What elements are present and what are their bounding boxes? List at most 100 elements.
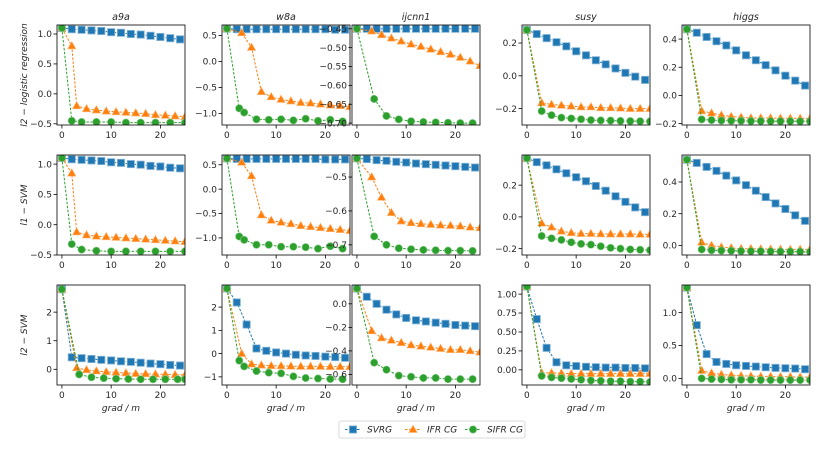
- data-point-sifr-cg: [746, 117, 755, 125]
- y-tick-label: 1.0: [38, 30, 53, 40]
- data-point-ifr-cg: [305, 98, 316, 107]
- y-tick-label: −0.4: [325, 347, 347, 357]
- x-tick-label: 0: [354, 391, 360, 401]
- data-point-svrg: [791, 364, 800, 373]
- data-point-sifr-cg: [92, 246, 101, 255]
- data-point-ifr-cg: [111, 106, 121, 116]
- subplot-ijcnn1: 0 10 20 −0.70 −0.65 −0.60 −0.55 −0.50 −0.45 ijcnn…: [319, 12, 481, 141]
- data-point-svrg: [761, 363, 770, 372]
- data-point-svrg: [641, 208, 650, 217]
- data-point-sifr-cg: [222, 155, 231, 163]
- data-point-svrg: [631, 363, 640, 372]
- subplot-r2c3: 0 10 20 0.00 0.25 0.50 0.75 1.00 grad / m: [497, 284, 651, 414]
- y-tick-label: −0.5: [195, 84, 217, 94]
- plot-area: [352, 25, 480, 125]
- data-point-svrg: [166, 34, 175, 43]
- plot-area: [522, 285, 650, 385]
- data-point-ifr-cg: [366, 26, 377, 35]
- data-point-svrg: [591, 181, 600, 190]
- data-point-svrg: [262, 25, 271, 34]
- data-point-sifr-cg: [557, 235, 566, 244]
- x-tick-label: 10: [730, 261, 742, 271]
- data-point-ifr-cg: [406, 339, 416, 349]
- x-tick-label: 20: [780, 391, 792, 401]
- plot-area: [682, 155, 810, 255]
- data-point-ifr-cg: [71, 100, 82, 110]
- data-point-sifr-cg: [419, 245, 428, 254]
- data-point-ifr-cg: [71, 362, 82, 372]
- data-point-sifr-cg: [443, 246, 452, 255]
- data-point-svrg: [146, 359, 155, 368]
- x-tick-label: 20: [620, 391, 632, 401]
- data-point-sifr-cg: [606, 116, 615, 125]
- data-point-svrg: [712, 166, 721, 175]
- data-point-ifr-cg: [305, 221, 316, 231]
- data-point-sifr-cg: [338, 117, 347, 125]
- data-point-svrg: [146, 31, 155, 40]
- data-point-ifr-cg: [455, 344, 466, 354]
- data-point-ifr-cg: [315, 99, 326, 108]
- data-point-svrg: [601, 60, 610, 69]
- series-line-ifr-cg: [226, 157, 350, 232]
- data-point-ifr-cg: [635, 103, 645, 112]
- data-point-svrg: [421, 317, 430, 326]
- x-tick-label: 20: [155, 391, 167, 401]
- plot-area: [222, 25, 350, 125]
- data-point-sifr-cg: [737, 247, 746, 255]
- y-tick-label: 2: [46, 308, 52, 318]
- data-point-sifr-cg: [547, 373, 556, 382]
- data-point-svrg: [126, 160, 135, 169]
- data-point-sifr-cg: [394, 115, 403, 124]
- y-tick-label: 0.0: [503, 213, 518, 223]
- axes-frame: [521, 154, 651, 256]
- data-point-sifr-cg: [717, 116, 726, 125]
- data-point-svrg: [97, 26, 106, 35]
- x-tick-label: 20: [780, 131, 792, 141]
- series-line-sifr-cg: [356, 158, 473, 252]
- data-point-svrg: [621, 197, 630, 206]
- data-point-sifr-cg: [149, 375, 158, 384]
- data-point-ifr-cg: [396, 36, 406, 45]
- data-point-svrg: [311, 155, 320, 163]
- data-point-svrg: [311, 351, 320, 360]
- data-point-svrg: [742, 51, 751, 60]
- data-point-ifr-cg: [160, 110, 171, 119]
- y-tick-label: −0.2: [655, 120, 677, 130]
- data-point-ifr-cg: [121, 233, 131, 242]
- data-point-ifr-cg: [81, 103, 92, 113]
- data-point-ifr-cg: [605, 102, 616, 112]
- data-point-sifr-cg: [67, 240, 76, 249]
- data-point-sifr-cg: [697, 115, 706, 124]
- data-point-svrg: [722, 41, 731, 50]
- data-point-svrg: [372, 299, 381, 308]
- data-point-svrg: [562, 169, 571, 178]
- data-point-svrg: [431, 25, 440, 33]
- axes-frame: [56, 24, 186, 126]
- data-point-ifr-cg: [605, 368, 616, 377]
- axes-frame: [221, 284, 351, 386]
- data-point-svrg: [331, 155, 340, 164]
- data-point-ifr-cg: [296, 361, 306, 370]
- plot-area: [522, 155, 650, 255]
- data-point-sifr-cg: [240, 108, 249, 117]
- subplot-r1c0: 0 10 20 −0.5 0.0 0.5 1.0 l1 − SVM: [20, 154, 186, 271]
- data-point-sifr-cg: [596, 116, 605, 125]
- y-tick-label: −0.6: [325, 207, 347, 217]
- data-point-sifr-cg: [252, 240, 261, 249]
- data-point-ifr-cg: [276, 94, 286, 103]
- data-point-ifr-cg: [335, 361, 345, 370]
- data-point-ifr-cg: [366, 325, 377, 335]
- data-point-svrg: [291, 350, 300, 359]
- data-point-svrg: [601, 186, 610, 195]
- data-point-svrg: [702, 32, 711, 41]
- plot-area: [682, 25, 810, 125]
- data-point-sifr-cg: [166, 118, 175, 125]
- data-point-ifr-cg: [286, 361, 296, 370]
- x-tick-label: 20: [155, 131, 167, 141]
- data-point-sifr-cg: [682, 155, 691, 164]
- y-tick-label: 0.0: [38, 221, 53, 231]
- data-point-svrg: [272, 155, 281, 163]
- data-point-ifr-cg: [170, 236, 180, 245]
- data-point-sifr-cg: [796, 376, 805, 385]
- y-tick-label: −1: [204, 373, 217, 383]
